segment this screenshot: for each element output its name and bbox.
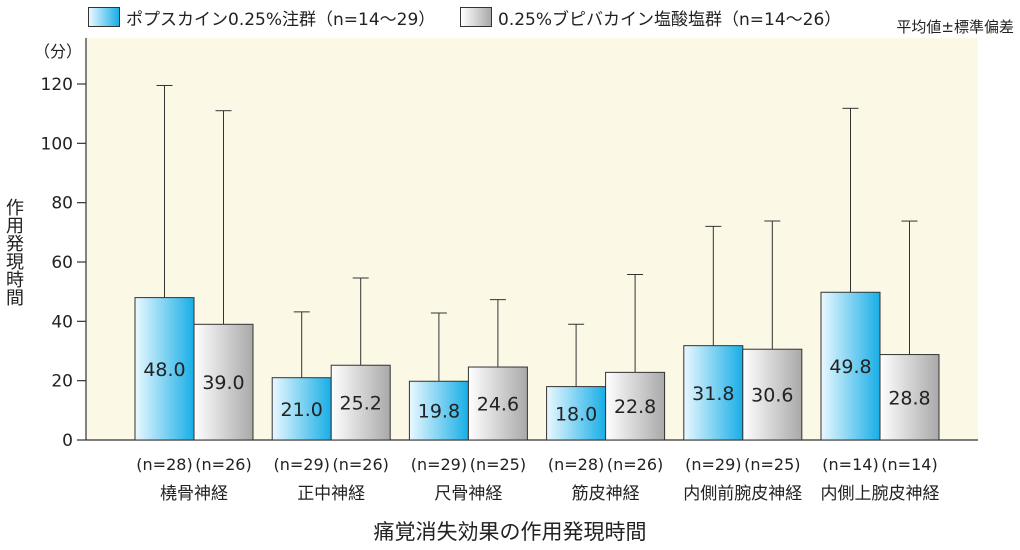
category-label: 橈骨神経 (160, 484, 228, 504)
legend-item-popscaine: ポプスカイン0.25%注群（n=14～29） (88, 5, 436, 30)
stat-note: 平均値±標準偏差 (896, 18, 1014, 36)
n-label: (n=28) (548, 455, 604, 474)
chart-title: 痛覚消失効果の作用発現時間 (373, 520, 647, 544)
n-label: (n=26) (607, 455, 663, 474)
n-label: (n=29) (274, 455, 330, 474)
bar-value-label: 19.8 (418, 401, 460, 423)
y-tick-label: 20 (51, 372, 73, 392)
bar (408, 380, 469, 441)
legend-swatch-gray (460, 7, 492, 27)
n-label: (n=26) (195, 455, 251, 474)
y-tick-label: 40 (51, 312, 73, 332)
bar (820, 291, 881, 441)
bar-value-label: 39.0 (202, 372, 244, 394)
bar-value-label: 25.2 (340, 393, 382, 415)
y-tick-label: 0 (62, 431, 73, 451)
bar-value-label: 31.8 (692, 383, 734, 405)
bar (742, 348, 803, 441)
n-label: (n=25) (744, 455, 800, 474)
bar-value-label: 21.0 (281, 399, 323, 421)
y-tick-label: 80 (51, 194, 73, 214)
n-label: (n=28) (136, 455, 192, 474)
category-label: 尺骨神経 (434, 484, 502, 504)
bar-value-label: 24.6 (477, 394, 519, 416)
bar-value-label: 48.0 (143, 359, 185, 381)
category-label: 内側上腕皮神経 (821, 484, 940, 504)
legend-label-popscaine: ポプスカイン0.25%注群（n=14～29） (126, 9, 436, 30)
bar-value-label: 49.8 (829, 356, 871, 378)
legend-swatch-blue (88, 7, 120, 27)
bar-value-label: 18.0 (555, 403, 597, 425)
bar-value-label: 30.6 (751, 385, 793, 407)
bar (271, 377, 332, 441)
n-label: (n=29) (685, 455, 741, 474)
category-label: 内側前腕皮神経 (683, 484, 802, 504)
y-tick-label: 60 (51, 253, 73, 273)
category-label: 正中神経 (297, 484, 365, 504)
legend-item-bupivacaine: 0.25%ブピバカイン塩酸塩群（n=14～26） (460, 5, 842, 30)
bar-value-label: 22.8 (614, 396, 656, 418)
n-label: (n=25) (470, 455, 526, 474)
y-tick-label: 120 (41, 75, 73, 95)
bar-value-label: 28.8 (888, 387, 930, 409)
bar (605, 371, 666, 441)
n-label: (n=14) (881, 455, 937, 474)
bar (879, 354, 940, 441)
y-axis-label: 作用発現時間 (3, 198, 24, 306)
category-label: 筋皮神経 (572, 484, 640, 504)
bar (193, 323, 254, 441)
y-axis-unit: （分） (34, 42, 83, 61)
bar (467, 366, 528, 441)
bar (546, 386, 607, 441)
n-label: (n=26) (333, 455, 389, 474)
bar (330, 364, 391, 441)
y-tick-label: 100 (41, 134, 73, 154)
n-label: (n=29) (411, 455, 467, 474)
legend-label-bupivacaine: 0.25%ブピバカイン塩酸塩群（n=14～26） (498, 9, 842, 30)
n-label: (n=14) (822, 455, 878, 474)
